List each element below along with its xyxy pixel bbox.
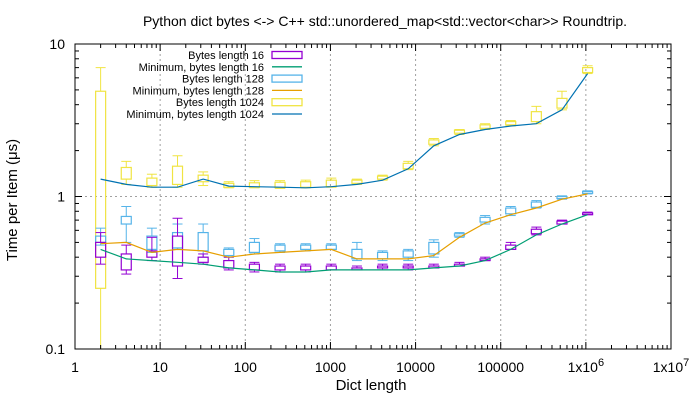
legend-label: Bytes length 16 [188,50,264,62]
x-tick-label: 100 [234,359,258,375]
y-tick-label: 10 [49,36,65,52]
x-tick-label: 1000 [315,359,346,375]
box-mark [197,256,209,263]
chart-title: Python dict bytes <-> C++ std::unordered… [143,13,627,29]
box-mark [479,124,491,129]
box-mark [351,179,363,184]
box-mark [120,166,132,180]
x-tick-label: 1x106 [568,357,604,375]
box-mark [300,265,312,271]
legend-label: Minimum, bytes length 1024 [126,109,264,121]
series-layer [95,65,594,350]
x-tick-label: 10000 [396,359,435,375]
legend-label: Bytes length 128 [182,74,264,86]
box-mark [479,216,491,223]
box-mark [556,195,568,200]
box-mark [120,215,132,225]
box-mark [505,120,517,126]
legend-swatch [271,50,303,60]
series-line [100,214,588,273]
series-line [100,193,588,260]
y-tick-label: 0.1 [46,341,66,357]
box-mark [95,241,107,258]
box-mark [530,228,542,235]
box-mark [274,265,286,271]
box-mark [274,244,286,252]
x-tick-label: 10 [152,359,168,375]
x-axis-label: Dict length [336,377,407,394]
x-tick-label: 1 [71,359,79,375]
box-mark [505,207,517,215]
box-mark [402,265,414,269]
box-mark [376,265,389,269]
box-mark [248,241,261,253]
box-mark [146,177,158,187]
box-mark [582,212,594,216]
box-mark [428,139,440,145]
box-mark [95,90,107,289]
y-tick-label: 1 [57,189,65,205]
x-tick-exponent: 6 [598,357,604,369]
box-mark [120,253,132,271]
box-mark [300,244,312,250]
grid [75,44,671,349]
box-mark [453,129,466,134]
y-axis-label: Time per Item (μs) [4,139,21,261]
legend-swatch [271,74,303,83]
legend-label: Minimum, bytes length 16 [139,62,264,74]
box-mark [582,190,594,194]
box-mark [223,248,235,257]
x-tick-label: 1x107 [653,357,689,375]
legend-label: Bytes length 1024 [176,97,264,109]
axes: 1 10 100 1000 10000 100000 1x106 1x107 0.1 1 10 [46,36,690,375]
box-mark [274,181,286,189]
legend-swatch [271,98,303,107]
x-tick-exponent: 7 [683,357,689,369]
box-mark [582,67,594,74]
box-mark [171,165,184,186]
x-tick-label: 100000 [477,359,524,375]
box-mark [402,250,414,258]
box-mark [197,174,209,183]
box-mark [530,201,542,208]
box-mark [428,241,440,255]
box-mark [530,111,542,123]
series-line [100,73,589,189]
box-mark [146,250,158,258]
box-mark [171,235,184,267]
legend-label: Minimum, bytes length 128 [133,85,264,97]
